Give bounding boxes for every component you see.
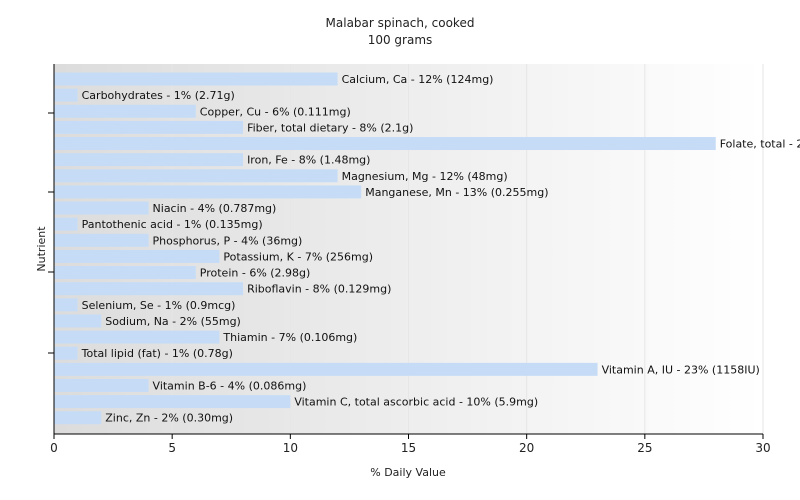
bar-label: Carbohydrates - 1% (2.71g) — [82, 89, 235, 102]
bar — [54, 378, 149, 392]
bar-label: Selenium, Se - 1% (0.9mcg) — [82, 299, 236, 312]
bar-label: Phosphorus, P - 4% (36mg) — [153, 234, 303, 247]
bar — [54, 153, 244, 167]
bar — [54, 217, 78, 231]
bar-label: Calcium, Ca - 12% (124mg) — [342, 73, 494, 86]
x-axis-label: % Daily Value — [370, 466, 446, 479]
x-tick-label: 5 — [168, 441, 176, 455]
bar — [54, 298, 78, 312]
x-tick-label: 25 — [637, 441, 652, 455]
bar-label: Potassium, K - 7% (256mg) — [223, 250, 373, 263]
y-axis-label: Nutrient — [35, 226, 48, 272]
bar-label: Copper, Cu - 6% (0.111mg) — [200, 105, 351, 118]
bar — [54, 201, 149, 215]
bar — [54, 249, 220, 263]
bar — [54, 72, 338, 86]
x-tick-label: 15 — [401, 441, 416, 455]
bar — [54, 88, 78, 102]
bar-label: Pantothenic acid - 1% (0.135mg) — [82, 218, 263, 231]
bar — [54, 137, 716, 151]
axes: 0 5 10 15 20 25 30 — [48, 64, 771, 455]
bar-label: Vitamin C, total ascorbic acid - 10% (5.… — [294, 396, 538, 409]
bar-label: Protein - 6% (2.98g) — [200, 267, 311, 280]
bar — [54, 362, 598, 376]
bar — [54, 346, 78, 360]
bar — [54, 104, 196, 118]
bar-label: Total lipid (fat) - 1% (0.78g) — [81, 347, 233, 360]
bar — [54, 169, 338, 183]
x-tick-label: 20 — [519, 441, 534, 455]
x-tick-label: 10 — [283, 441, 298, 455]
bar-label: Vitamin A, IU - 23% (1158IU) — [602, 363, 760, 376]
bar-label: Zinc, Zn - 2% (0.30mg) — [105, 412, 233, 425]
bar-label: Iron, Fe - 8% (1.48mg) — [247, 154, 370, 167]
bars: Calcium, Ca - 12% (124mg) Carbohydrates -… — [54, 72, 800, 425]
chart-title: Malabar spinach, cooked — [326, 16, 475, 30]
bar-label: Sodium, Na - 2% (55mg) — [105, 315, 241, 328]
bar-label: Thiamin - 7% (0.106mg) — [222, 331, 357, 344]
bar-label: Riboflavin - 8% (0.129mg) — [247, 283, 391, 296]
bar-label: Folate, total - 28% (114mcg) — [720, 138, 800, 151]
bar-label: Manganese, Mn - 13% (0.255mg) — [365, 186, 548, 199]
bar — [54, 120, 244, 134]
bar — [54, 233, 149, 247]
bar — [54, 282, 244, 296]
bar — [54, 330, 220, 344]
bar-label: Niacin - 4% (0.787mg) — [153, 202, 277, 215]
bar — [54, 266, 196, 280]
bar — [54, 411, 102, 425]
bar-label: Magnesium, Mg - 12% (48mg) — [342, 170, 508, 183]
x-tick-label: 0 — [50, 441, 58, 455]
bar-label: Vitamin B-6 - 4% (0.086mg) — [153, 379, 307, 392]
chart-subtitle: 100 grams — [368, 33, 433, 47]
x-tick-label: 30 — [755, 441, 770, 455]
bar — [54, 314, 102, 328]
bar — [54, 185, 362, 199]
bar-label: Fiber, total dietary - 8% (2.1g) — [247, 121, 413, 134]
bar — [54, 395, 291, 409]
